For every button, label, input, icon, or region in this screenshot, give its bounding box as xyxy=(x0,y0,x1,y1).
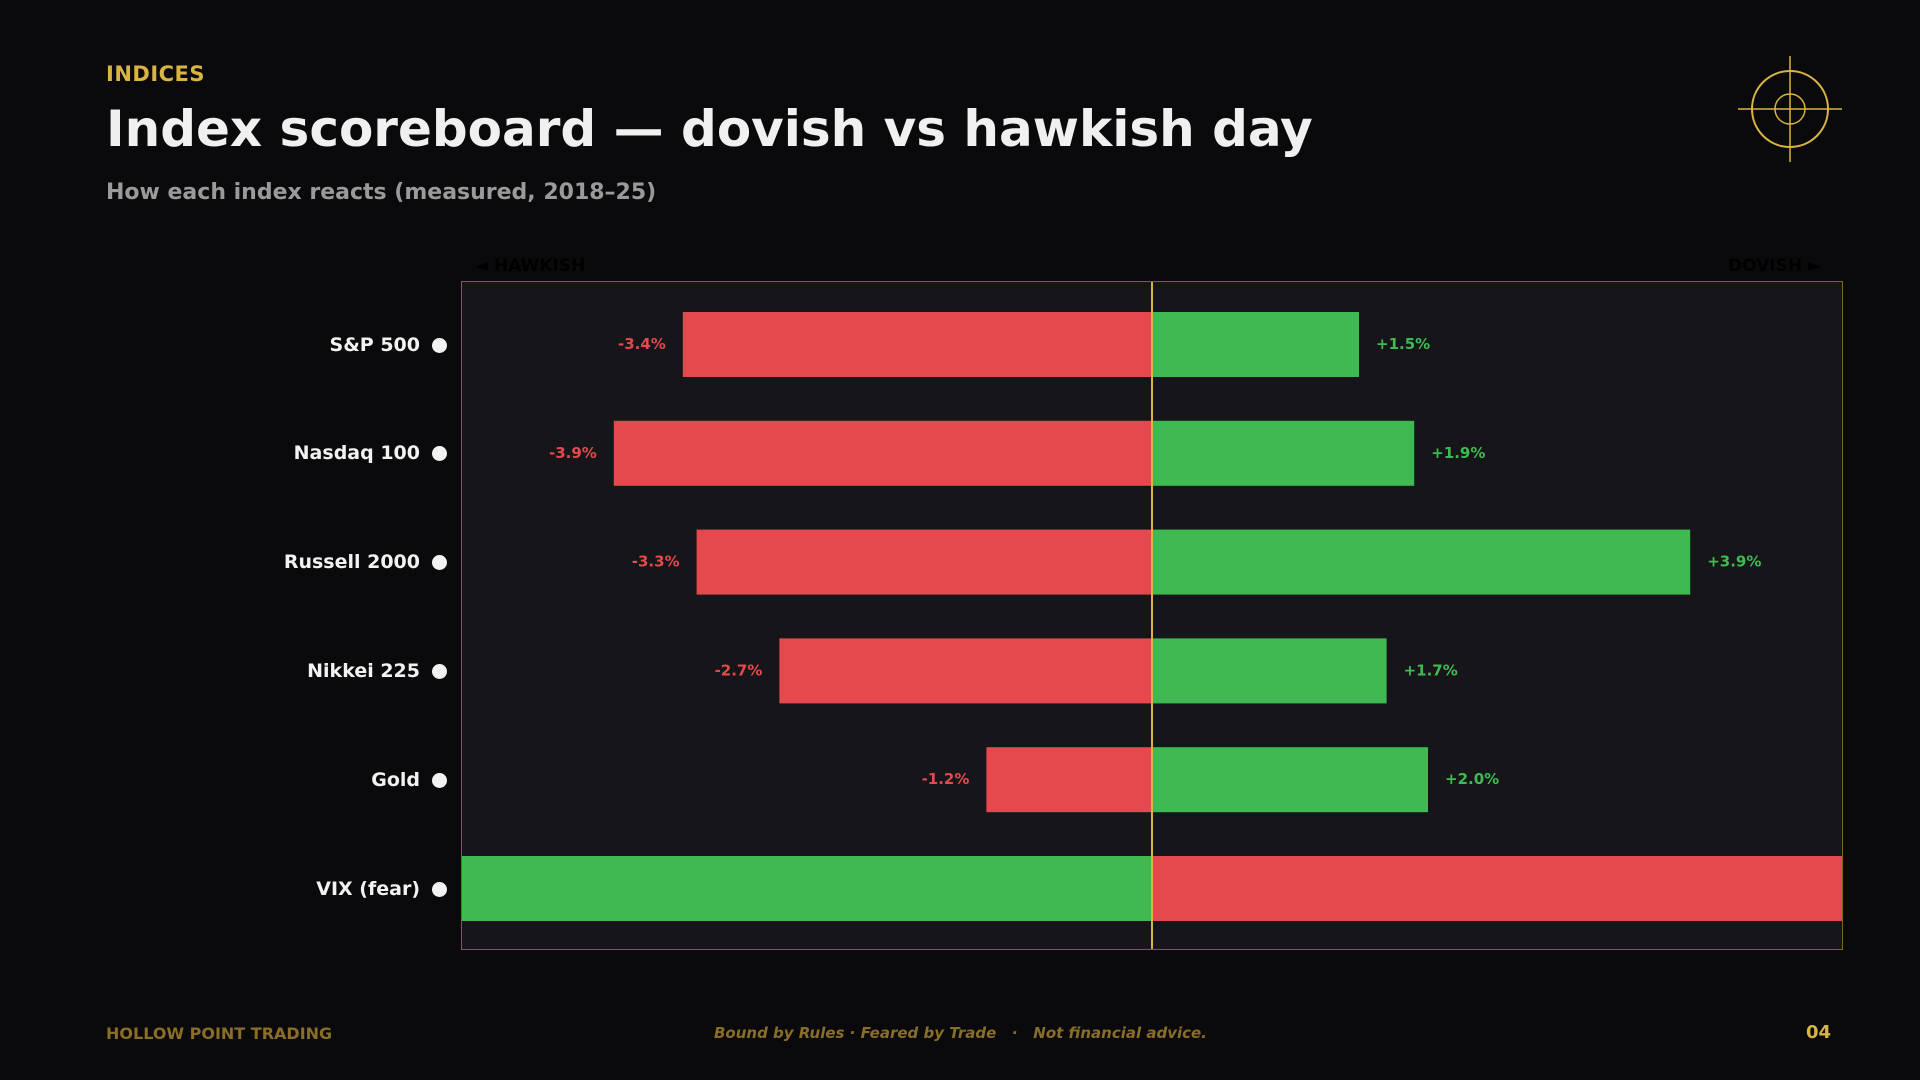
bar-dovish-5 xyxy=(1152,856,1842,921)
page-title: Index scoreboard — dovish vs hawkish day xyxy=(106,100,1313,158)
category-label: Russell 2000 xyxy=(283,551,420,574)
data-label-hawkish-4: -1.2% xyxy=(922,770,970,788)
category-label: S&P 500 xyxy=(329,333,420,356)
bar-dovish-2 xyxy=(1152,529,1691,595)
page-number: 04 xyxy=(1806,1022,1832,1043)
data-label-hawkish-1: -3.9% xyxy=(549,444,597,462)
bar-dovish-3 xyxy=(1152,638,1387,704)
bar-hawkish-0 xyxy=(682,312,1152,377)
category-label: Nasdaq 100 xyxy=(293,442,420,465)
category-label: VIX (fear) xyxy=(316,877,420,900)
data-label-hawkish-3: -2.7% xyxy=(715,661,763,679)
bar-dovish-0 xyxy=(1152,312,1359,377)
category-dot-icon xyxy=(432,772,447,788)
bar-dovish-1 xyxy=(1152,420,1415,486)
data-label-dovish-4: +2.0% xyxy=(1445,770,1499,788)
page-subtitle: How each index reacts (measured, 2018–25… xyxy=(106,180,657,205)
footer-tagline: Bound by Rules · Feared by Trade · Not f… xyxy=(714,1024,1207,1042)
data-label-dovish-0: +1.5% xyxy=(1376,335,1430,353)
data-label-hawkish-0: -3.4% xyxy=(618,335,666,353)
bar-hawkish-4 xyxy=(986,747,1152,813)
category-dot-icon xyxy=(432,555,447,571)
category-dot-icon xyxy=(432,446,447,462)
hawkish-direction-label: ◄ HAWKISH xyxy=(475,256,586,276)
category-dot-icon xyxy=(432,881,447,897)
data-label-hawkish-2: -3.3% xyxy=(632,553,680,571)
bar-hawkish-1 xyxy=(613,420,1152,486)
data-label-dovish-1: +1.9% xyxy=(1431,444,1485,462)
bar-hawkish-2 xyxy=(696,529,1152,595)
category-label: Nikkei 225 xyxy=(307,659,420,682)
footer-brand: HOLLOW POINT TRADING xyxy=(106,1024,333,1043)
crosshair-logo-icon xyxy=(1738,56,1842,162)
category-dot-icon xyxy=(432,337,447,353)
data-label-dovish-3: +1.7% xyxy=(1404,661,1458,679)
dovish-direction-label: DOVISH ► xyxy=(1728,256,1822,276)
category-label: Gold xyxy=(371,768,420,791)
bar-dovish-4 xyxy=(1152,747,1428,813)
section-eyebrow: INDICES xyxy=(106,62,206,86)
bar-hawkish-3 xyxy=(779,638,1152,704)
category-dot-icon xyxy=(432,663,447,679)
bar-hawkish-5 xyxy=(462,856,1152,921)
chart-plot-area: -3.4% +1.5% -3.9% +1.9% -3.3% +3.9% -2.7% +1.7%… xyxy=(461,281,1843,950)
diverging-bar-chart: -3.4% +1.5% -3.9% +1.9% -3.3% +3.9% -2.7% +1.7%… xyxy=(462,282,1842,949)
data-label-dovish-2: +3.9% xyxy=(1707,553,1761,571)
